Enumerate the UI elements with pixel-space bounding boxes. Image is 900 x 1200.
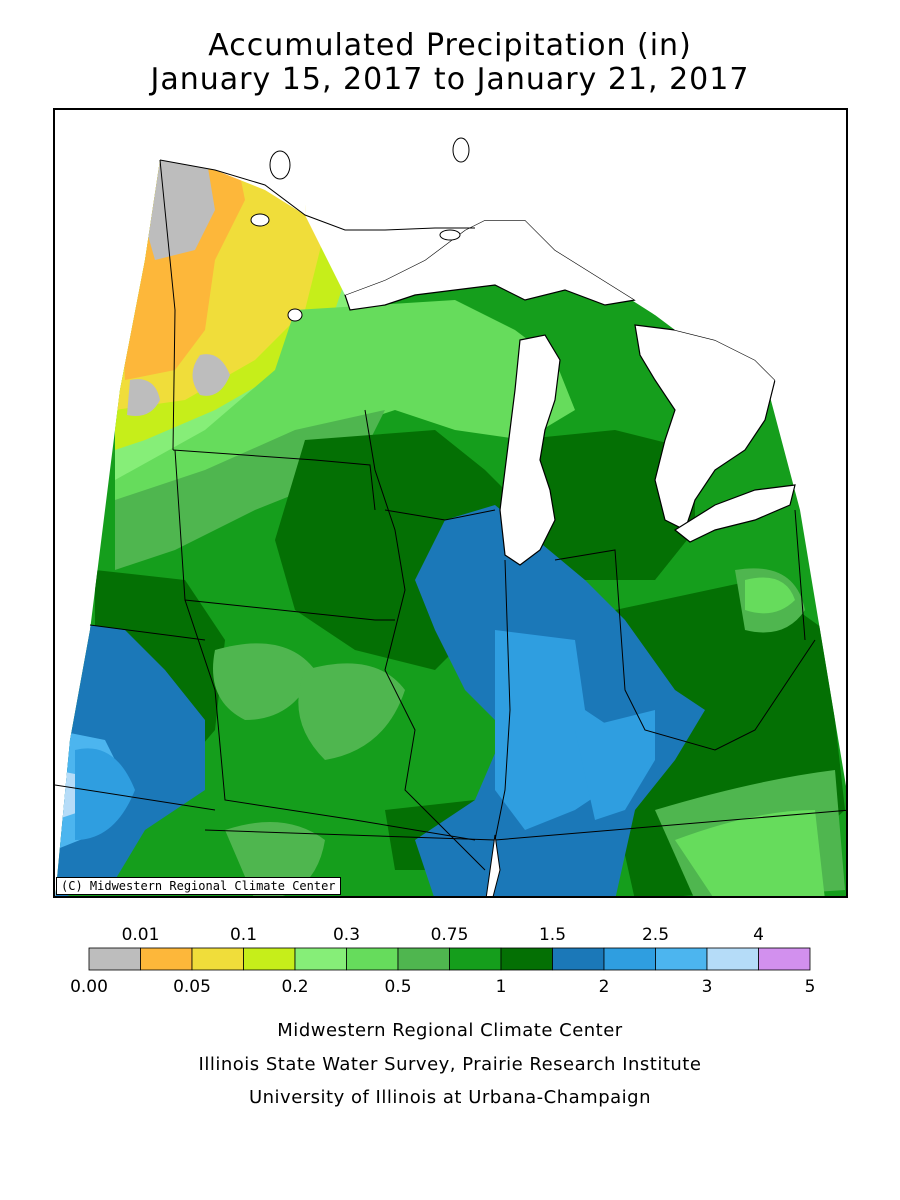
legend-upper-label: 1.5: [539, 925, 566, 945]
legend-lower-label: 0.00: [70, 977, 108, 997]
legend-upper-label: 0.75: [431, 925, 469, 945]
map-date-range: January 15, 2017 to January 21, 2017: [150, 62, 750, 97]
credit-line-2: Illinois State Water Survey, Prairie Res…: [198, 1054, 702, 1075]
legend-swatch: [449, 947, 502, 971]
legend-swatch: [655, 947, 708, 971]
credit-line-3: University of Illinois at Urbana-Champai…: [248, 1087, 652, 1108]
legend-swatch: [88, 947, 141, 971]
legend-lower-label: 3: [702, 977, 713, 997]
legend-swatch: [706, 947, 759, 971]
map-title: Accumulated Precipitation (in): [208, 28, 692, 63]
map-canvas: [55, 110, 846, 896]
legend-upper-label: 0.1: [230, 925, 257, 945]
legend-swatch: [346, 947, 399, 971]
legend-swatches: [88, 947, 811, 971]
legend-upper-label: 4: [753, 925, 764, 945]
color-legend: 0.01 0.1 0.3 0.75 1.5 2.5 4 0.00 0.05 0.2 0.5 1 2 3 5: [70, 925, 815, 997]
credit-line-1: Midwestern Regional Climate Center: [277, 1020, 623, 1041]
legend-swatch: [500, 947, 553, 971]
legend-swatch: [603, 947, 656, 971]
legend-upper-labels: 0.01 0.1 0.3 0.75 1.5 2.5 4: [122, 925, 764, 945]
legend-swatch: [191, 947, 244, 971]
legend-lower-label: 0.5: [384, 977, 411, 997]
legend-swatch: [294, 947, 347, 971]
legend-swatch: [552, 947, 605, 971]
legend-swatch: [758, 947, 811, 971]
map-islands: [250, 137, 501, 896]
precipitation-map: (C) Midwestern Regional Climate Center: [53, 108, 848, 898]
legend-upper-label: 0.3: [333, 925, 360, 945]
legend-lower-label: 2: [599, 977, 610, 997]
legend-lower-labels: 0.00 0.05 0.2 0.5 1 2 3 5: [70, 977, 815, 997]
great-lakes: [215, 110, 846, 566]
legend-upper-label: 2.5: [642, 925, 669, 945]
legend-swatch: [140, 947, 193, 971]
legend-lower-label: 0.2: [281, 977, 308, 997]
legend-swatch: [243, 947, 296, 971]
legend-lower-label: 1: [496, 977, 507, 997]
legend-swatch: [397, 947, 450, 971]
copyright-label: (C) Midwestern Regional Climate Center: [56, 877, 341, 895]
legend-lower-label: 0.05: [173, 977, 211, 997]
legend-upper-label: 0.01: [122, 925, 160, 945]
legend-lower-label: 5: [805, 977, 816, 997]
